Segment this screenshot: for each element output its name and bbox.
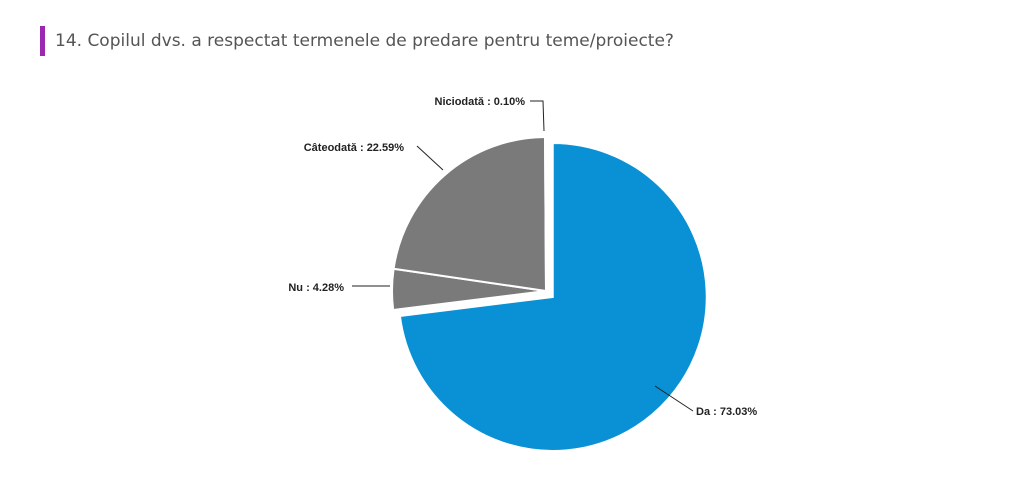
pie-slice-cateodata[interactable]	[392, 135, 548, 293]
question-accent-bar	[40, 26, 45, 56]
pie-slice-label: Da : 73.03%	[696, 406, 757, 418]
leader-line	[530, 100, 545, 132]
leader-line	[416, 145, 444, 171]
pie-slice-label: Nu : 4.28%	[288, 282, 344, 294]
pie-slices	[391, 135, 708, 452]
question-title: 14. Copilul dvs. a respectat termenele d…	[55, 31, 674, 51]
question-header: 14. Copilul dvs. a respectat termenele d…	[40, 26, 674, 56]
leader-line	[654, 385, 694, 412]
pie-leader-lines	[352, 100, 694, 412]
pie-slice-label: Câteodată : 22.59%	[304, 142, 404, 154]
pie-slice-niciodata[interactable]	[544, 135, 547, 292]
pie-slice-da[interactable]	[398, 141, 708, 452]
pie-slice-label: Niciodată : 0.10%	[435, 96, 526, 108]
pie-labels: Da : 73.03% Nu : 4.28% Câteodată : 22.59% N…	[288, 96, 757, 418]
